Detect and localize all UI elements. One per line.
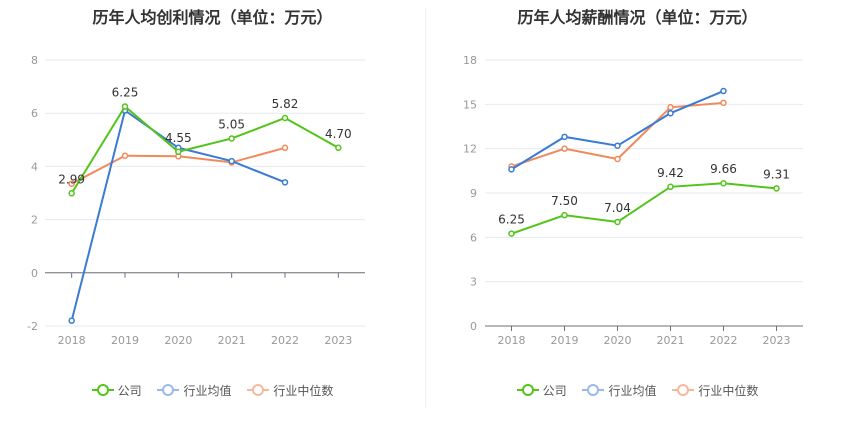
legend-label-company: 公司 xyxy=(542,383,567,398)
data-point-company xyxy=(720,179,727,187)
legend-label-industry-median: 行业中位数 xyxy=(273,383,334,398)
legend-item-company[interactable]: 公司 xyxy=(516,382,567,399)
data-point-industry-avg xyxy=(508,166,515,173)
data-point-company xyxy=(614,218,621,226)
x-tick-label: 2019 xyxy=(111,334,139,347)
data-point-industry-avg xyxy=(561,133,568,141)
data-point-industry-avg xyxy=(281,179,289,186)
data-point-company xyxy=(335,144,342,152)
legend-item-industry-avg[interactable]: 行业均值 xyxy=(582,382,657,399)
y-tick-label: 4 xyxy=(31,160,38,173)
legend-item-industry-median[interactable]: 行业中位数 xyxy=(672,382,758,399)
data-point-industry-avg xyxy=(720,87,727,95)
legend-item-industry-median[interactable]: 行业中位数 xyxy=(247,382,333,399)
y-tick-label: 6 xyxy=(31,107,38,120)
y-tick-label: 18 xyxy=(463,54,477,67)
data-point-industry-avg xyxy=(228,157,235,165)
legend-line-icon xyxy=(91,384,114,396)
data-point-company xyxy=(773,185,780,192)
legend-line-icon xyxy=(516,384,539,396)
x-tick-label: 2021 xyxy=(218,334,246,347)
data-point-company xyxy=(228,135,235,142)
salary-chart-panel: 历年人均薪酬情况（单位：万元） 0 3 6 9 12 15 18 2018 2019 2020 20… xyxy=(425,0,850,437)
data-label: 9.42 xyxy=(657,166,684,180)
data-point-company xyxy=(121,103,129,110)
y-tick-label: 0 xyxy=(31,267,38,280)
y-tick-label: 2 xyxy=(31,214,38,227)
legend-label-company: 公司 xyxy=(117,383,142,398)
y-tick-label: 6 xyxy=(470,231,477,244)
y-tick-label: 0 xyxy=(470,320,477,333)
legend-line-icon xyxy=(157,384,180,396)
data-label: 6.25 xyxy=(112,86,139,100)
data-label: 5.05 xyxy=(218,117,245,131)
profit-chart-title: 历年人均创利情况（单位：万元） xyxy=(92,8,333,27)
y-tick-label: 15 xyxy=(463,98,477,111)
data-point-company xyxy=(175,148,182,156)
legend-label-industry-avg: 行业均值 xyxy=(183,383,232,398)
data-label: 6.25 xyxy=(498,213,525,227)
data-point-industry-median xyxy=(121,152,129,160)
y-tick-label: 3 xyxy=(470,276,477,289)
x-tick-label: 2020 xyxy=(604,334,632,347)
data-point-industry-median xyxy=(68,180,75,187)
salary-chart-legend: 公司 行业均值 行业中位数 xyxy=(425,380,850,399)
legend-label-industry-avg: 行业均值 xyxy=(608,383,657,398)
data-point-company xyxy=(561,211,568,219)
data-point-company xyxy=(281,114,289,122)
x-tick-label: 2023 xyxy=(763,334,791,347)
data-point-company xyxy=(68,190,75,197)
x-tick-label: 2018 xyxy=(498,334,526,347)
data-label: 2.99 xyxy=(58,172,85,186)
data-point-industry-median xyxy=(281,144,289,152)
legend-item-company[interactable]: 公司 xyxy=(91,382,142,399)
data-label: 9.66 xyxy=(710,162,737,176)
x-tick-label: 2022 xyxy=(271,334,299,347)
legend-line-icon xyxy=(247,384,270,396)
panel-divider xyxy=(425,8,426,408)
data-label: 7.50 xyxy=(551,194,578,208)
x-tick-label: 2018 xyxy=(58,334,86,347)
data-label: 9.31 xyxy=(763,167,790,181)
legend-item-industry-avg[interactable]: 行业均值 xyxy=(157,382,232,399)
profit-chart: -2 0 2 4 6 8 2018 2019 2020 2021 2022 2023 2.99 6.25 4… xyxy=(27,54,365,347)
data-point-industry-median xyxy=(667,104,674,111)
legend-line-icon xyxy=(672,384,695,396)
y-tick-label: 12 xyxy=(463,143,477,156)
data-point-industry-median xyxy=(561,145,568,152)
series-line-company xyxy=(70,105,339,194)
salary-chart: 0 3 6 9 12 15 18 2018 2019 2020 2021 2022 2023 6.25 7.… xyxy=(463,54,803,347)
data-point-industry-median xyxy=(720,99,727,107)
data-label: 5.82 xyxy=(272,97,299,111)
y-tick-label: 9 xyxy=(470,187,477,200)
data-point-company xyxy=(508,230,515,237)
x-tick-label: 2022 xyxy=(710,334,738,347)
data-point-industry-avg xyxy=(614,142,621,149)
data-label: 4.70 xyxy=(325,127,352,141)
data-point-industry-avg xyxy=(68,317,75,324)
x-tick-label: 2020 xyxy=(164,334,192,347)
salary-chart-title: 历年人均薪酬情况（单位：万元） xyxy=(517,8,758,27)
data-point-industry-avg xyxy=(667,109,674,117)
profit-chart-legend: 公司 行业均值 行业中位数 xyxy=(0,380,425,399)
x-tick-label: 2023 xyxy=(324,334,352,347)
y-tick-label: 8 xyxy=(31,54,38,67)
x-tick-label: 2021 xyxy=(657,334,685,347)
profit-chart-panel: 历年人均创利情况（单位：万元） -2 0 2 4 6 8 2018 2019 2020 2021 2… xyxy=(0,8,425,399)
data-label: 7.04 xyxy=(604,201,631,215)
series-line-company xyxy=(511,182,777,235)
y-tick-label: -2 xyxy=(27,320,38,333)
data-label: 4.55 xyxy=(165,131,192,145)
legend-line-icon xyxy=(582,384,605,396)
legend-label-industry-median: 行业中位数 xyxy=(698,383,759,398)
x-tick-label: 2019 xyxy=(551,334,579,347)
data-point-industry-median xyxy=(614,155,621,163)
data-point-company xyxy=(667,183,674,191)
